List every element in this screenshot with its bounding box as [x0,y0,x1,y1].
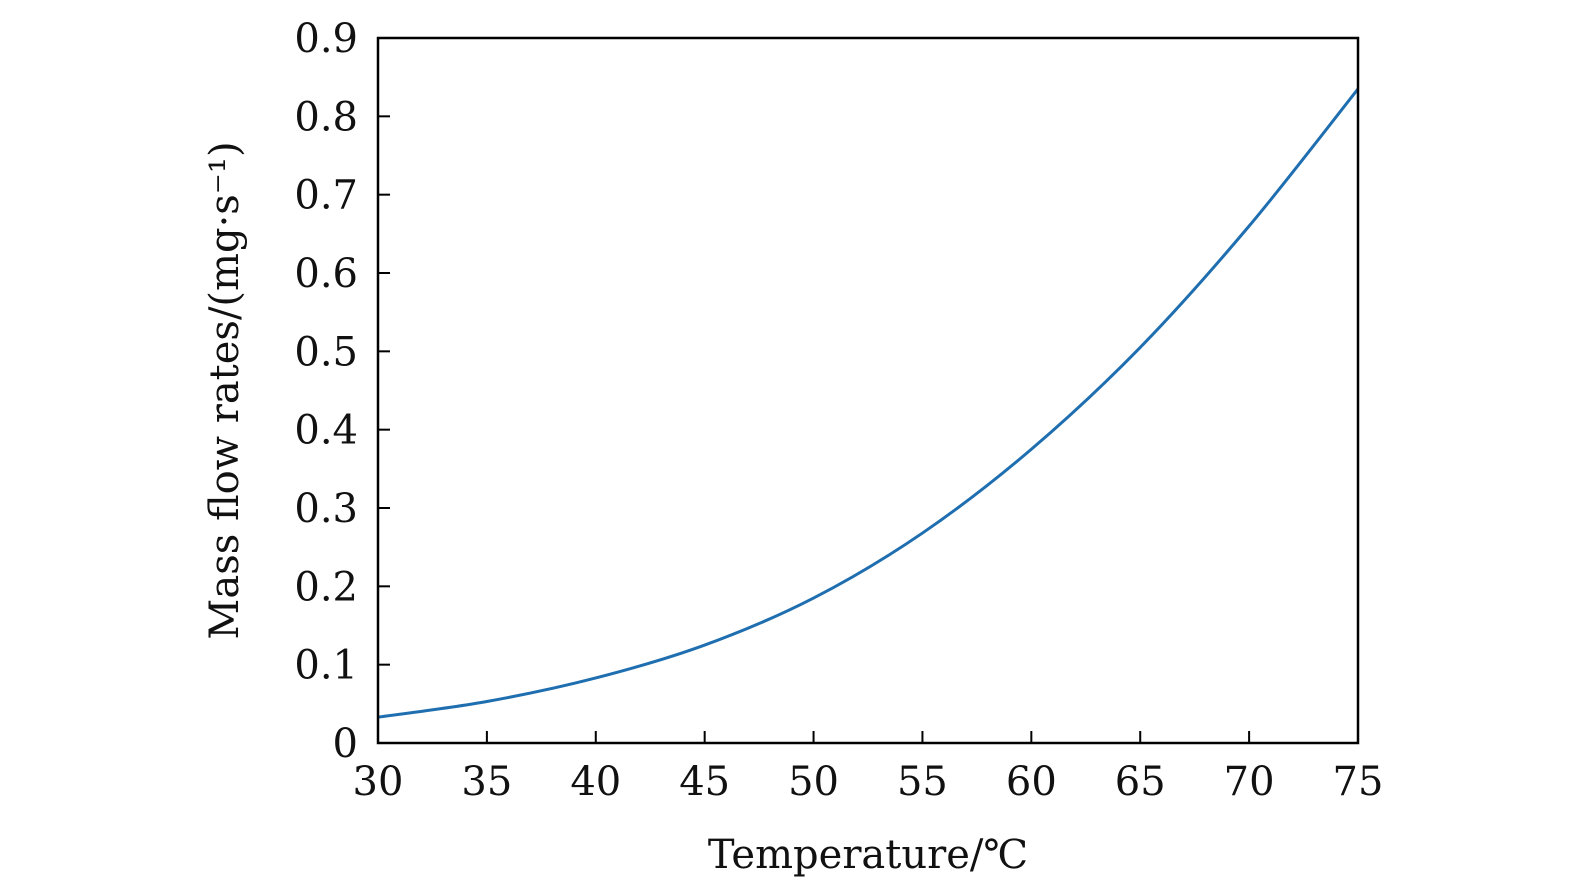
y-tick-label: 0.6 [294,251,358,297]
x-tick-label: 35 [461,759,512,805]
x-tick-label: 30 [353,759,404,805]
series-line [377,87,1360,719]
y-tick-label: 0.3 [294,486,358,532]
y-tick-label: 0 [333,721,358,767]
x-axis-ticks: 30 35 40 45 50 55 60 65 70 75 [353,731,1384,805]
x-tick-label: 65 [1115,759,1166,805]
x-tick-label: 75 [1333,759,1384,805]
x-axis-label: Temperature/℃ [708,832,1028,878]
x-tick-label: 70 [1224,759,1275,805]
y-tick-label: 0.9 [294,16,358,62]
series-layer [377,87,1360,719]
y-tick-label: 0.8 [294,94,358,140]
y-tick-label: 0.5 [294,329,358,375]
plot-area-frame [376,36,1360,745]
x-tick-label: 60 [1006,759,1057,805]
y-tick-label: 0.4 [294,408,358,454]
y-tick-label: 0.7 [294,173,358,219]
y-tick-label: 0.1 [294,643,358,689]
y-axis-label: Mass flow rates/(mg·s⁻¹) [202,141,248,639]
x-tick-label: 50 [788,759,839,805]
x-tick-label: 55 [897,759,948,805]
y-axis-ticks: 0 0.1 0.2 0.3 0.4 0.5 0.6 0.7 0.8 0.9 [294,16,390,767]
y-tick-label: 0.2 [294,564,358,610]
x-tick-label: 45 [679,759,730,805]
x-tick-label: 40 [570,759,621,805]
